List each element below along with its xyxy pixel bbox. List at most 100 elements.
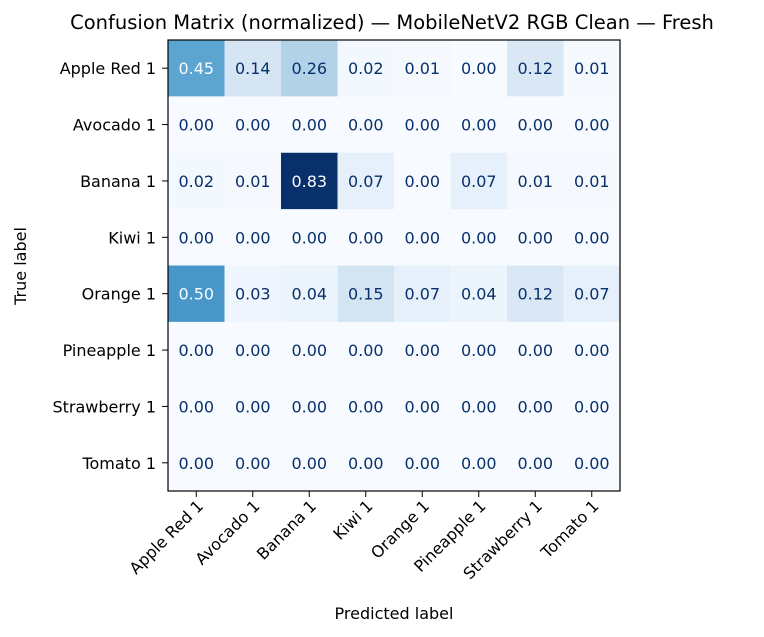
cell-value-label: 0.00: [291, 228, 327, 247]
cell-value-label: 0.00: [235, 454, 271, 473]
cell-value-label: 0.00: [235, 228, 271, 247]
cell-value-label: 0.00: [404, 397, 440, 416]
heatmap-cell: [394, 40, 451, 97]
heatmap-cell: [507, 96, 564, 154]
heatmap-cell: [337, 434, 395, 492]
heatmap-cell: [168, 40, 225, 97]
cell-value-label: 0.00: [461, 116, 497, 135]
heatmap-cell: [563, 96, 621, 154]
heatmap-cell: [563, 378, 621, 436]
y-tick-label: Kiwi 1: [108, 228, 156, 247]
cell-value-label: 0.83: [291, 172, 327, 191]
cell-value-label: 0.12: [517, 285, 553, 304]
heatmap-cell: [224, 265, 282, 323]
cell-value-label: 0.00: [348, 454, 384, 473]
cell-value-label: 0.04: [461, 285, 497, 304]
cell-value-label: 0.00: [574, 116, 610, 135]
cell-value-label: 0.01: [574, 172, 610, 191]
cell-value-label: 0.00: [178, 341, 214, 360]
cell-value-label: 0.00: [574, 397, 610, 416]
plot-frame: [167, 39, 621, 492]
heatmap-cell: [450, 152, 508, 210]
cell-value-label: 0.00: [574, 228, 610, 247]
heatmap-cell: [224, 378, 282, 436]
x-tick-label: Apple Red 1: [126, 496, 208, 578]
cell-value-label: 0.12: [517, 59, 553, 78]
heatmap-cell: [337, 40, 395, 97]
heatmap-cell: [281, 434, 338, 492]
heatmap-cell: [507, 265, 564, 323]
cell-value-label: 0.07: [574, 285, 610, 304]
cell-value-label: 0.00: [178, 228, 214, 247]
cell-value-label: 0.00: [461, 397, 497, 416]
heatmap-cell: [337, 152, 395, 210]
chart-title: Confusion Matrix (normalized) — MobileNe…: [70, 11, 714, 34]
cell-value-label: 0.01: [517, 172, 553, 191]
heatmap-cell: [507, 434, 564, 492]
heatmap-cell: [394, 321, 451, 379]
cell-value-label: 0.00: [517, 397, 553, 416]
cell-value-label: 0.00: [404, 341, 440, 360]
cell-value-label: 0.01: [404, 59, 440, 78]
heatmap-cell: [450, 96, 508, 154]
heatmap-cell: [224, 96, 282, 154]
cell-value-label: 0.00: [178, 454, 214, 473]
cell-value-label: 0.00: [348, 228, 384, 247]
cell-value-label: 0.00: [348, 341, 384, 360]
cell-value-label: 0.02: [348, 59, 384, 78]
cell-value-label: 0.15: [348, 285, 384, 304]
cell-value-label: 0.00: [404, 228, 440, 247]
heatmap-cell: [281, 152, 338, 210]
heatmap-cell: [563, 265, 621, 323]
heatmap-cell: [281, 378, 338, 436]
cell-value-label: 0.45: [178, 59, 214, 78]
cell-value-label: 0.00: [291, 116, 327, 135]
heatmap-cell: [224, 209, 282, 266]
heatmap-cell: [281, 265, 338, 323]
heatmap-cell: [507, 152, 564, 210]
cell-value-label: 0.00: [517, 116, 553, 135]
cell-value-label: 0.00: [461, 454, 497, 473]
heatmap-cell: [507, 40, 564, 97]
heatmap-cell: [168, 96, 225, 154]
heatmap-cell: [168, 152, 225, 210]
heatmap-cell: [281, 40, 338, 97]
heatmap-cell: [450, 265, 508, 323]
heatmap-cell: [224, 152, 282, 210]
heatmap-cell: [281, 209, 338, 266]
cell-value-label: 0.00: [404, 172, 440, 191]
cell-value-label: 0.00: [178, 397, 214, 416]
heatmap-cell: [450, 378, 508, 436]
heatmap-cell: [168, 321, 225, 379]
cell-value-label: 0.00: [235, 116, 271, 135]
cell-value-label: 0.14: [235, 59, 271, 78]
heatmap-cell: [450, 434, 508, 492]
heatmap-cell: [224, 321, 282, 379]
heatmap-cell: [224, 40, 282, 97]
heatmap-cell: [450, 321, 508, 379]
heatmap-cell: [337, 209, 395, 266]
y-tick-label: Apple Red 1: [60, 59, 156, 78]
cell-value-label: 0.00: [291, 454, 327, 473]
heatmap-cell: [168, 434, 225, 492]
heatmap-cell: [507, 209, 564, 266]
cell-value-label: 0.07: [348, 172, 384, 191]
heatmap-cell: [224, 434, 282, 492]
cell-value-label: 0.00: [291, 397, 327, 416]
y-ticks: Apple Red 1 Avocado 1 Banana 1 Kiwi 1 Orange…: [52, 59, 168, 473]
heatmap-cell: [563, 152, 621, 210]
y-tick-label: Tomato 1: [81, 454, 156, 473]
x-tick-label: Banana 1: [253, 496, 320, 563]
heatmap-cell: [563, 40, 621, 97]
cell-value-label: 0.07: [461, 172, 497, 191]
heatmap-cell: [281, 96, 338, 154]
y-tick-label: Banana 1: [80, 172, 156, 191]
cell-value-label: 0.00: [348, 116, 384, 135]
cell-value-label: 0.00: [574, 454, 610, 473]
cell-value-label: 0.00: [461, 228, 497, 247]
heatmap-cells: 0.45 0.14 0.26 0.02 0.01 0.00 0.12 0.01 0.00 0.00…: [168, 40, 621, 492]
heatmap-cell: [168, 378, 225, 436]
cell-value-label: 0.50: [178, 285, 214, 304]
